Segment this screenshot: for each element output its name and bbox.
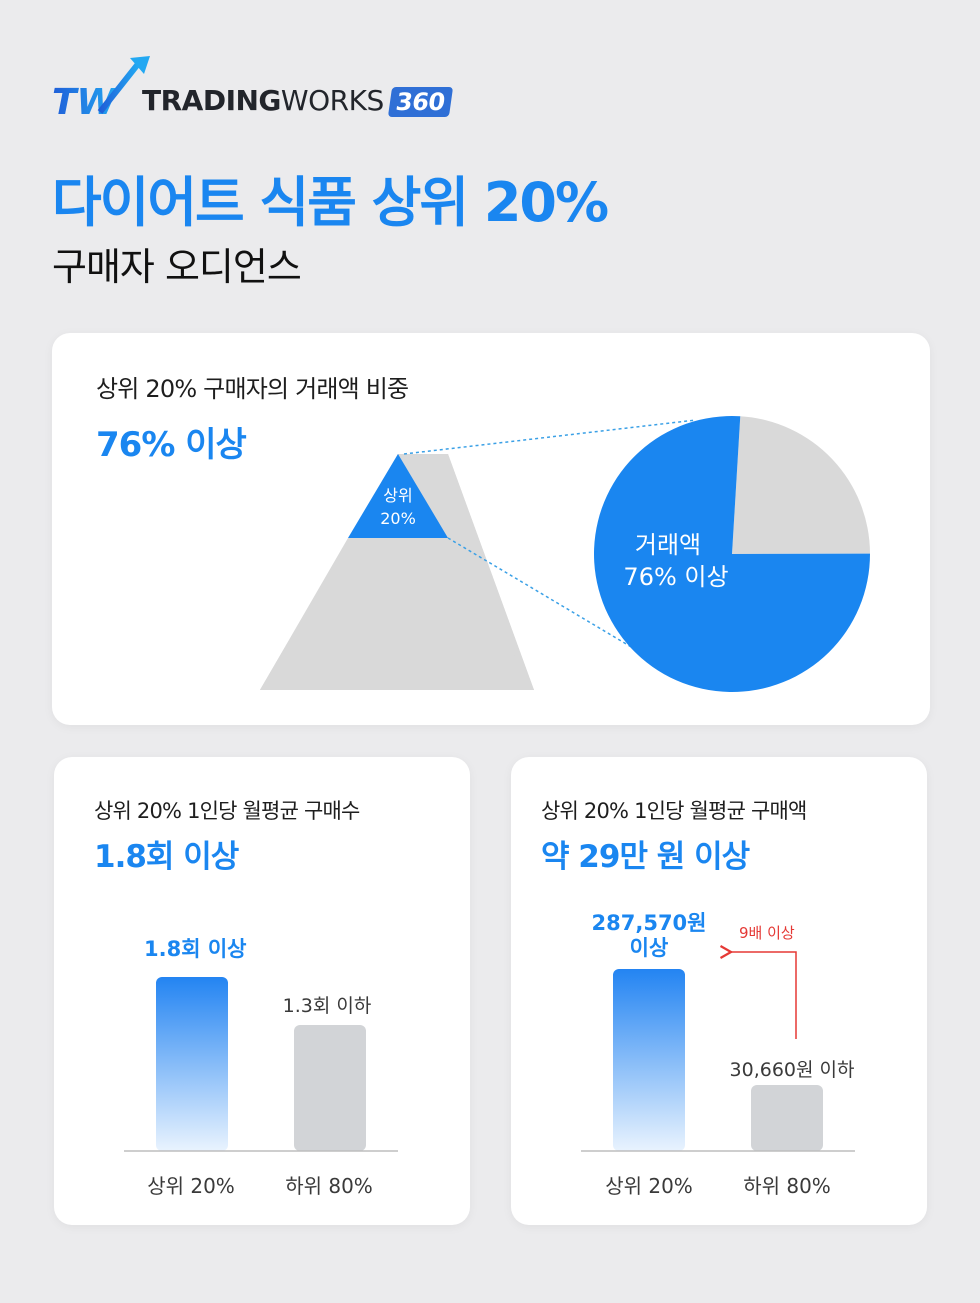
brand-name: TRADINGWORKS 360 — [142, 84, 453, 117]
pyramid-top — [348, 454, 448, 538]
share-illustration: 상위 20% 거래액 76% 이상 — [260, 416, 870, 692]
pie-slice-transaction — [593, 416, 870, 692]
multiplier-label: 9배 이상 — [739, 924, 795, 942]
count-card: 상위 20% 1인당 월평균 구매수 1.8회 이상 1.8회 이상 1.3회 … — [54, 757, 470, 1225]
page-title: 다이어트 식품 상위 20% — [52, 171, 609, 234]
connector-top — [403, 419, 697, 455]
share-card: 상위 20% 구매자의 거래액 비중 76% 이상 상위 20% 거래액 76%… — [52, 333, 930, 725]
page-subtitle: 구매자 오디언스 — [52, 245, 302, 289]
amount-bar-bottom — [751, 1085, 823, 1151]
pie-chart — [593, 416, 870, 692]
brand-name-part2: WORKS — [280, 84, 384, 117]
amount-bar-label-top-line2: 이상 — [629, 936, 669, 960]
tw-logo-mark-icon: TW — [52, 56, 150, 118]
brand-badge: 360 — [387, 87, 453, 117]
connector-bottom — [447, 537, 639, 652]
amount-bar-label-top-line1: 287,570원 — [591, 911, 707, 935]
amount-bar-label-top: 287,570원 이상 — [591, 911, 707, 961]
pie-slice-rest — [732, 416, 870, 554]
amount-category-top: 상위 20% — [605, 1174, 693, 1198]
pie-label-line2: 76% 이상 — [623, 563, 728, 591]
amount-card-label: 상위 20% 1인당 월평균 구매액 — [541, 799, 807, 823]
amount-bar-top — [613, 969, 685, 1151]
pie-label-line1: 거래액 — [635, 531, 701, 559]
count-bar-bottom — [294, 1025, 366, 1151]
brand-name-part1: TRADING — [142, 84, 281, 117]
count-bar-label-bottom: 1.3회 이하 — [282, 995, 372, 1017]
count-bar-label-top: 1.8회 이상 — [144, 937, 247, 961]
count-card-value: 1.8회 이상 — [94, 839, 239, 875]
count-category-top: 상위 20% — [147, 1174, 235, 1198]
share-card-value: 76% 이상 — [96, 425, 247, 465]
amount-bar-label-bottom: 30,660원 이하 — [729, 1059, 855, 1081]
count-bar-chart — [124, 977, 398, 1152]
amount-category-bottom: 하위 80% — [743, 1174, 831, 1198]
share-card-label: 상위 20% 구매자의 거래액 비중 — [96, 375, 409, 403]
pyramid-top-label-line1: 상위 — [383, 486, 412, 505]
multiplier-arrow-icon — [719, 945, 797, 1039]
count-card-label: 상위 20% 1인당 월평균 구매수 — [94, 799, 360, 823]
count-category-bottom: 하위 80% — [285, 1174, 373, 1198]
pyramid-top-label-line2: 20% — [380, 509, 416, 528]
count-bar-top — [156, 977, 228, 1151]
amount-bar-chart — [581, 945, 855, 1152]
amount-card: 상위 20% 1인당 월평균 구매액 약 29만 원 이상 287,570원 이… — [511, 757, 927, 1225]
amount-card-value: 약 29만 원 이상 — [541, 839, 750, 875]
